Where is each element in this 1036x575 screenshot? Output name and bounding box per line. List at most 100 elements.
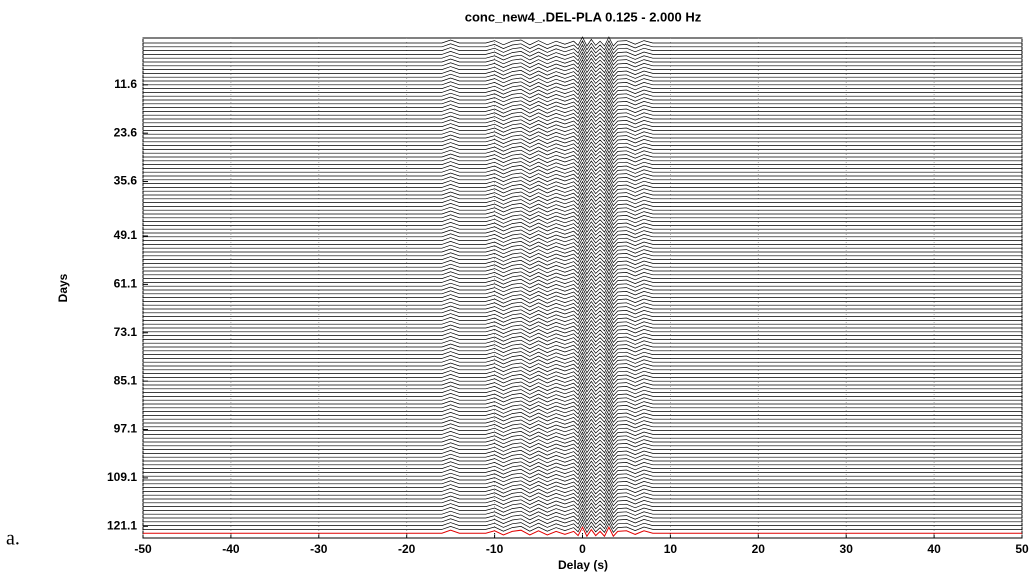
trace bbox=[143, 435, 1022, 446]
y-tick-label: 85.1 bbox=[114, 373, 138, 387]
trace bbox=[143, 427, 1022, 439]
trace bbox=[143, 363, 1022, 374]
trace bbox=[143, 279, 1022, 290]
trace bbox=[143, 176, 1022, 188]
trace bbox=[143, 93, 1022, 104]
y-tick-label: 49.1 bbox=[114, 228, 138, 242]
trace bbox=[143, 260, 1022, 271]
trace bbox=[143, 302, 1022, 313]
trace bbox=[143, 222, 1022, 233]
trace bbox=[143, 199, 1022, 211]
trace bbox=[143, 287, 1022, 298]
trace bbox=[143, 97, 1022, 108]
trace bbox=[143, 173, 1022, 184]
trace bbox=[143, 214, 1022, 226]
trace bbox=[143, 416, 1022, 427]
trace bbox=[143, 81, 1022, 93]
trace bbox=[143, 374, 1022, 385]
trace bbox=[143, 112, 1022, 123]
trace bbox=[143, 275, 1022, 287]
trace bbox=[143, 230, 1022, 241]
trace bbox=[143, 264, 1022, 275]
x-axis-label: Delay (s) bbox=[558, 558, 608, 572]
trace bbox=[143, 131, 1022, 142]
trace bbox=[143, 169, 1022, 180]
trace bbox=[143, 180, 1022, 192]
x-tick-label: 10 bbox=[664, 542, 678, 556]
trace bbox=[143, 511, 1022, 522]
trace bbox=[143, 359, 1022, 370]
trace bbox=[143, 313, 1022, 325]
x-tick-label: 20 bbox=[752, 542, 766, 556]
trace bbox=[143, 306, 1022, 317]
trace bbox=[143, 484, 1022, 496]
trace bbox=[143, 36, 1022, 47]
trace bbox=[143, 184, 1022, 195]
trace bbox=[143, 256, 1022, 268]
trace bbox=[143, 515, 1022, 526]
trace bbox=[143, 226, 1022, 237]
trace bbox=[143, 408, 1022, 420]
trace bbox=[143, 328, 1022, 340]
trace bbox=[143, 461, 1022, 473]
trace bbox=[143, 237, 1022, 249]
trace bbox=[143, 442, 1022, 454]
panel-label: a. bbox=[6, 528, 20, 550]
trace bbox=[143, 473, 1022, 484]
trace bbox=[143, 404, 1022, 416]
trace bbox=[143, 385, 1022, 397]
trace bbox=[143, 355, 1022, 366]
y-tick-label: 121.1 bbox=[107, 518, 137, 532]
trace bbox=[143, 47, 1022, 59]
trace bbox=[143, 393, 1022, 404]
trace bbox=[143, 59, 1022, 70]
trace bbox=[143, 51, 1022, 62]
trace bbox=[143, 366, 1022, 378]
trace bbox=[143, 401, 1022, 412]
trace bbox=[143, 431, 1022, 442]
trace bbox=[143, 321, 1022, 332]
trace bbox=[143, 389, 1022, 401]
trace bbox=[143, 146, 1022, 157]
x-tick-label: -20 bbox=[398, 542, 416, 556]
trace bbox=[143, 252, 1022, 264]
trace bbox=[143, 351, 1022, 363]
trace bbox=[143, 116, 1022, 127]
trace bbox=[143, 496, 1022, 507]
trace bbox=[143, 233, 1022, 245]
trace bbox=[143, 100, 1022, 112]
y-tick-label: 35.6 bbox=[114, 174, 138, 188]
trace bbox=[143, 477, 1022, 488]
x-tick-label: -10 bbox=[486, 542, 504, 556]
trace bbox=[143, 518, 1022, 530]
trace bbox=[143, 382, 1022, 393]
trace bbox=[143, 450, 1022, 461]
trace bbox=[143, 123, 1022, 135]
y-tick-label: 73.1 bbox=[114, 325, 138, 339]
trace bbox=[143, 469, 1022, 480]
trace bbox=[143, 55, 1022, 66]
y-tick-label: 23.6 bbox=[114, 125, 138, 139]
trace bbox=[143, 397, 1022, 408]
x-tick-label: -40 bbox=[222, 542, 240, 556]
trace bbox=[143, 439, 1022, 450]
trace bbox=[143, 127, 1022, 138]
trace bbox=[143, 336, 1022, 347]
trace bbox=[143, 309, 1022, 321]
trace bbox=[143, 344, 1022, 355]
trace bbox=[143, 195, 1022, 207]
trace bbox=[143, 74, 1022, 85]
trace bbox=[143, 211, 1022, 222]
trace bbox=[143, 507, 1022, 518]
trace bbox=[143, 294, 1022, 306]
trace bbox=[143, 290, 1022, 302]
y-tick-label: 109.1 bbox=[107, 470, 137, 484]
trace bbox=[143, 480, 1022, 492]
chart-title: conc_new4_.DEL-PLA 0.125 - 2.000 Hz bbox=[465, 9, 702, 24]
trace bbox=[143, 207, 1022, 218]
x-tick-label: -30 bbox=[310, 542, 328, 556]
trace bbox=[143, 317, 1022, 328]
trace bbox=[143, 245, 1022, 256]
trace bbox=[143, 119, 1022, 131]
x-tick-label: 0 bbox=[579, 542, 586, 556]
